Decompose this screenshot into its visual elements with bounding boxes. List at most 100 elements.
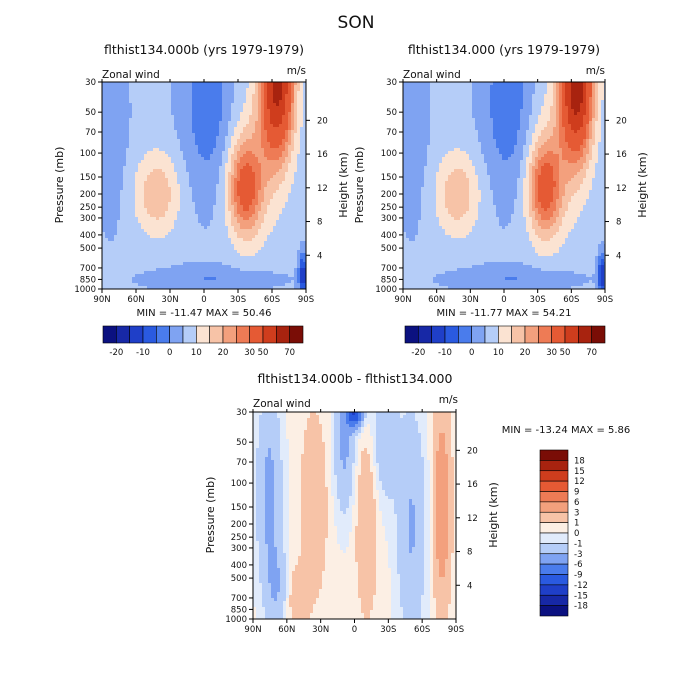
- contour-cell: [174, 244, 178, 248]
- colorbar-label: -20: [109, 348, 123, 358]
- contour-cell: [303, 172, 306, 176]
- contour-cell: [192, 145, 196, 149]
- contour-cell: [129, 103, 133, 107]
- contour-cell: [255, 187, 259, 191]
- contour-cell: [189, 205, 193, 209]
- contour-cell: [231, 262, 235, 266]
- contour-cell: [571, 82, 575, 86]
- contour-cell: [108, 205, 112, 209]
- contour-cell: [216, 268, 220, 272]
- contour-cell: [195, 94, 199, 98]
- contour-cell: [297, 199, 301, 203]
- min-max-stats: MIN = -11.47 MAX = 50.46: [137, 308, 272, 319]
- contour-cell: [207, 214, 211, 218]
- contour-cell: [210, 133, 214, 137]
- contour-cell: [294, 148, 298, 152]
- contour-cell: [216, 139, 220, 143]
- contour-cell: [267, 247, 271, 251]
- contour-cell: [144, 268, 148, 272]
- contour-cell: [222, 178, 226, 182]
- contour-cell: [195, 238, 199, 242]
- contour-cell: [273, 271, 277, 275]
- contour-cell: [294, 181, 298, 185]
- contour-cell: [270, 169, 274, 173]
- contour-cell: [171, 136, 175, 140]
- contour-cell: [186, 124, 190, 128]
- contour-cell: [144, 181, 148, 185]
- contour-cell: [138, 223, 142, 227]
- contour-cell: [255, 262, 259, 266]
- contour-cell: [228, 136, 232, 140]
- contour-cell: [162, 103, 166, 107]
- contour-cell: [144, 112, 148, 116]
- contour-cell: [225, 211, 229, 215]
- contour-cell: [105, 160, 109, 164]
- contour-cell: [267, 178, 271, 182]
- contour-cell: [249, 286, 253, 289]
- contour-cell: [261, 256, 265, 260]
- contour-cell: [108, 211, 112, 215]
- contour-cell: [303, 250, 306, 254]
- contour-cell: [231, 148, 235, 152]
- contour-cell: [240, 151, 244, 155]
- contour-cell: [273, 133, 277, 137]
- contour-cell: [589, 85, 593, 89]
- contour-cell: [180, 193, 184, 197]
- contour-cell: [225, 217, 229, 221]
- contour-cell: [276, 286, 280, 289]
- contour-cell: [189, 91, 193, 95]
- contour-cell: [123, 205, 127, 209]
- contour-cell: [144, 157, 148, 161]
- contour-cell: [285, 250, 289, 254]
- contour-cell: [285, 106, 289, 110]
- contour-cell: [159, 277, 163, 281]
- contour-cell: [198, 124, 202, 128]
- contour-cell: [123, 160, 127, 164]
- contour-cell: [255, 178, 259, 182]
- contour-cell: [192, 172, 196, 176]
- contour-cell: [270, 259, 274, 263]
- contour-cell: [210, 202, 214, 206]
- contour-cell: [192, 142, 196, 146]
- contour-cell: [135, 187, 139, 191]
- contour-cell: [192, 223, 196, 227]
- contour-cell: [418, 82, 422, 86]
- contour-cell: [261, 115, 265, 119]
- contour-cell: [159, 214, 163, 218]
- contour-cell: [258, 97, 262, 101]
- contour-cell: [270, 154, 274, 158]
- contour-cell: [243, 187, 247, 191]
- contour-cell: [135, 253, 139, 257]
- contour-cell: [231, 199, 235, 203]
- contour-cell: [285, 124, 289, 128]
- contour-cell: [126, 202, 130, 206]
- contour-cell: [234, 277, 238, 281]
- contour-cell: [192, 211, 196, 215]
- contour-cell: [216, 229, 220, 233]
- contour-cell: [126, 187, 130, 191]
- contour-cell: [108, 82, 112, 86]
- contour-cell: [261, 118, 265, 122]
- contour-cell: [189, 271, 193, 275]
- contour-cell: [216, 244, 220, 248]
- contour-cell: [129, 124, 133, 128]
- contour-cell: [258, 214, 262, 218]
- contour-cell: [183, 130, 187, 134]
- contour-cell: [285, 94, 289, 98]
- contour-cell: [165, 136, 169, 140]
- contour-cell: [297, 127, 301, 131]
- contour-cell: [141, 136, 145, 140]
- contour-cell: [147, 121, 151, 125]
- contour-cell: [303, 160, 306, 164]
- contour-cell: [108, 232, 112, 236]
- contour-cell: [240, 199, 244, 203]
- contour-cell: [303, 226, 306, 230]
- contour-cell: [201, 211, 205, 215]
- contour-cell: [114, 112, 118, 116]
- contour-cell: [303, 148, 306, 152]
- contour-cell: [156, 250, 160, 254]
- contour-cell: [252, 100, 256, 104]
- contour-cell: [144, 286, 148, 289]
- y-tick-label: 200: [80, 190, 96, 200]
- contour-cell: [273, 250, 277, 254]
